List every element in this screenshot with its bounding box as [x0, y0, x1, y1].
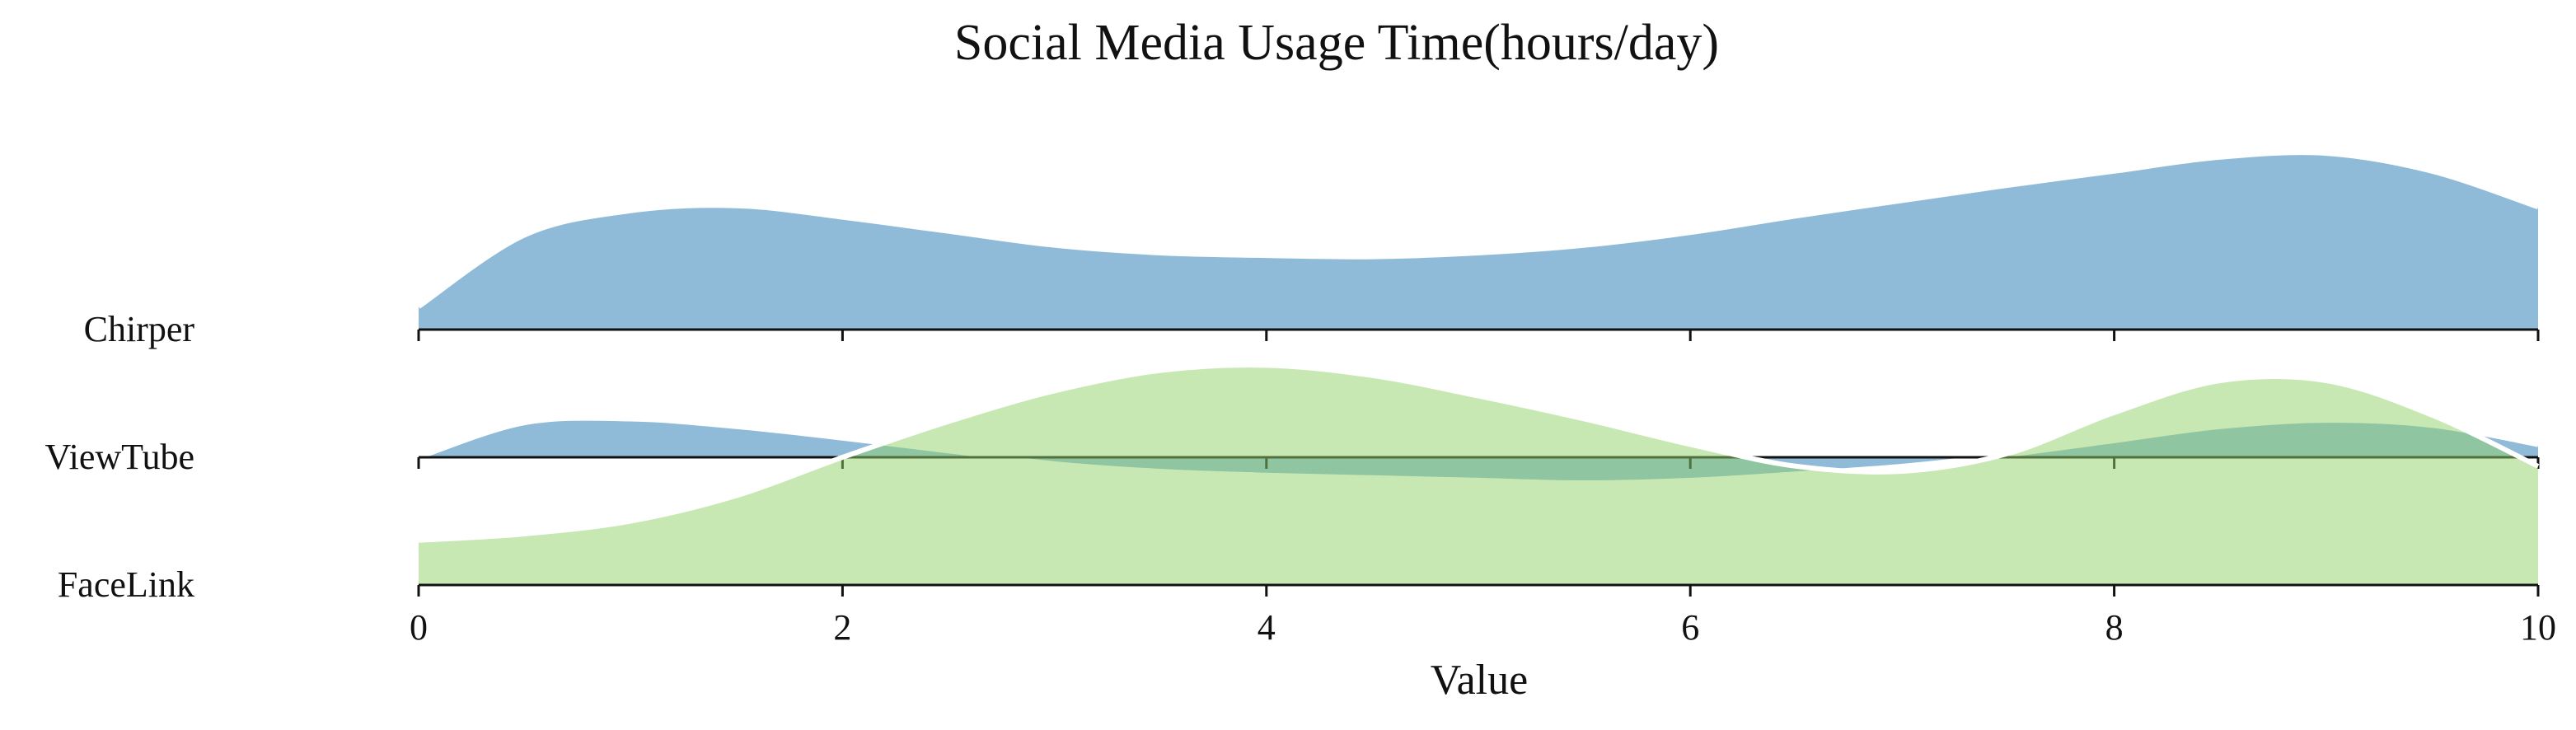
x-tick-label: 2 — [833, 607, 851, 648]
y-label-facelink: FaceLink — [58, 564, 194, 605]
ridges — [417, 150, 2540, 597]
x-axis-label: Value — [1431, 657, 1528, 704]
chart-title: Social Media Usage Time(hours/day) — [954, 15, 1719, 71]
ridge-line-facelink — [418, 363, 2540, 543]
x-tick-label: 0 — [410, 607, 428, 648]
ridge-line-chirper — [417, 150, 2539, 309]
x-tick-label: 10 — [2520, 607, 2556, 648]
x-tick-label: 4 — [1258, 607, 1276, 648]
ridge-facelink — [417, 363, 2540, 597]
ridge-chirper — [417, 150, 2540, 341]
x-axis: 0 2 4 6 8 10 — [410, 607, 2556, 648]
y-label-chirper: Chirper — [84, 309, 195, 349]
x-tick-label: 6 — [1681, 607, 1699, 648]
x-tick-label: 8 — [2105, 607, 2124, 648]
ridge-fill-facelink — [419, 365, 2538, 585]
y-label-viewtube: ViewTube — [44, 437, 194, 477]
ridge-fill-chirper — [419, 152, 2538, 330]
y-axis: Chirper ViewTube FaceLink — [44, 309, 194, 605]
